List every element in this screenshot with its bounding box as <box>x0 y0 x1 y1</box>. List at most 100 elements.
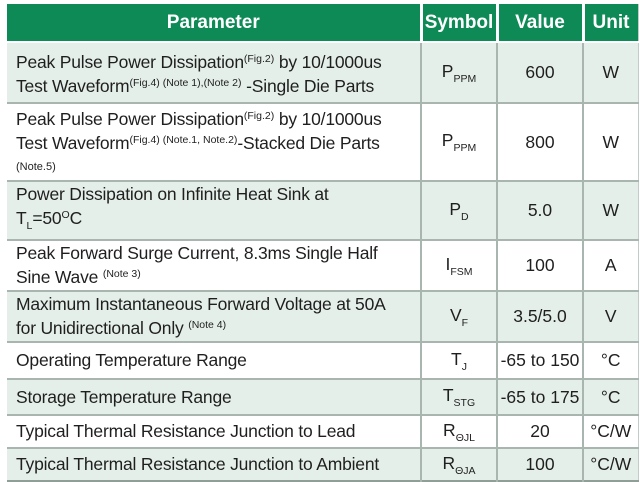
table-row: Maximum Instantaneous Forward Voltage at… <box>7 290 638 342</box>
symbol-cell: PPPM <box>420 42 497 103</box>
superscript-note: (Fig.4) <box>129 134 160 146</box>
header-parameter: Parameter <box>7 4 421 43</box>
value-cell: 100 <box>496 447 583 481</box>
text-run: T <box>451 348 462 369</box>
superscript-note: (Note 1),(Note 2) <box>162 76 242 89</box>
text-run: P <box>441 130 454 150</box>
text-run: -Single Die Parts <box>241 75 375 96</box>
subscript-label: STG <box>453 397 476 409</box>
symbol-cell: TJ <box>420 341 497 379</box>
value-cell: 5.0 <box>496 180 583 240</box>
header-unit: Unit <box>581 4 638 43</box>
text-run: Maximum Instantaneous Forward Voltage at… <box>16 294 386 314</box>
text-run: Peak Pulse Power Dissipation <box>16 109 244 129</box>
maximum-ratings-table: Parameter Symbol Value Unit Peak Pulse P… <box>7 4 639 482</box>
text-run: I <box>445 253 451 274</box>
text-run: Storage Temperature Range <box>16 386 232 407</box>
parameter-cell: Operating Temperature Range <box>7 341 421 379</box>
header-row: Parameter Symbol Value Unit <box>7 4 638 43</box>
superscript-note: (Note 4) <box>188 319 227 331</box>
text-run: Test Waveform <box>16 133 130 153</box>
header-value: Value <box>495 4 583 43</box>
text-run: Power Dissipation on Infinite Heat Sink … <box>16 184 329 204</box>
small-note: (Note.5) <box>16 161 56 173</box>
unit-cell: °C <box>582 378 638 415</box>
text-run: Sine Wave <box>16 267 103 287</box>
text-run: Peak Pulse Power Dissipation <box>16 51 244 72</box>
value-cell: -65 to 175 <box>496 378 583 415</box>
subscript-label: FSM <box>450 265 473 278</box>
text-run: V <box>449 304 462 325</box>
text-run: P <box>449 198 462 219</box>
superscript-note: (Note.1, Note.2) <box>162 134 238 146</box>
value-cell: 100 <box>496 239 583 291</box>
superscript-note: (Fig.2) <box>243 52 275 65</box>
unit-cell: °C <box>582 341 638 379</box>
symbol-cell: TSTG <box>420 378 497 415</box>
text-run: by 10/1000us <box>274 109 382 129</box>
text-run: Test Waveform <box>16 75 130 96</box>
symbol-cell: RΘJA <box>420 447 497 481</box>
subscript-label: L <box>26 220 33 232</box>
parameter-cell: Maximum Instantaneous Forward Voltage at… <box>7 290 421 342</box>
subscript-label: F <box>461 316 469 329</box>
subscript-label: D <box>461 210 469 223</box>
text-run: C <box>69 208 83 228</box>
text-run: by 10/1000us <box>274 51 382 72</box>
parameter-cell: Power Dissipation on Infinite Heat Sink … <box>7 180 421 240</box>
value-cell: 600 <box>496 42 583 103</box>
value-cell: 3.5/5.0 <box>496 290 583 342</box>
unit-cell: A <box>582 239 638 291</box>
value-cell: -65 to 150 <box>496 341 583 379</box>
text-run: Typical Thermal Resistance Junction to A… <box>16 454 380 474</box>
header-symbol: Symbol <box>419 4 497 43</box>
subscript-label: ΘJL <box>455 431 475 444</box>
parameter-cell: Peak Pulse Power Dissipation(Fig.2) by 1… <box>7 42 421 103</box>
symbol-cell: RΘJL <box>420 414 497 448</box>
text-run: Operating Temperature Range <box>16 350 247 370</box>
table-row: Power Dissipation on Infinite Heat Sink … <box>7 180 638 240</box>
table-row: Operating Temperature Range TJ -65 to 15… <box>7 341 638 379</box>
table-row: Peak Forward Surge Current, 8.3ms Single… <box>7 239 638 291</box>
page: Parameter Symbol Value Unit Peak Pulse P… <box>7 4 639 482</box>
superscript-note: O <box>61 209 70 221</box>
text-run: T <box>442 385 454 405</box>
parameter-cell: Storage Temperature Range <box>7 378 421 415</box>
text-run: =50 <box>32 208 62 228</box>
superscript-note: (Note 3) <box>102 268 141 280</box>
text-run: -Stacked Die Parts <box>237 133 380 153</box>
value-cell: 800 <box>496 102 583 181</box>
superscript-note: (Fig.4) <box>129 76 160 89</box>
symbol-cell: VF <box>420 290 497 342</box>
table-row: Peak Pulse Power Dissipation(Fig.2) by 1… <box>7 42 638 103</box>
symbol-cell: PPPM <box>420 102 497 181</box>
text-run: for Unidirectional Only <box>16 318 189 338</box>
unit-cell: °C/W <box>582 414 638 448</box>
subscript-label: J <box>461 360 467 373</box>
parameter-cell: Peak Forward Surge Current, 8.3ms Single… <box>7 239 421 291</box>
parameter-cell: Typical Thermal Resistance Junction to A… <box>7 447 421 481</box>
symbol-cell: PD <box>420 180 497 240</box>
superscript-note: (Fig.2) <box>243 110 275 122</box>
text-run: R <box>442 452 456 473</box>
table-row: Typical Thermal Resistance Junction to L… <box>7 414 638 448</box>
symbol-cell: IFSM <box>420 239 497 291</box>
text-run: Typical Thermal Resistance Junction to L… <box>16 421 356 441</box>
unit-cell: W <box>582 102 638 181</box>
value-cell: 20 <box>496 414 583 448</box>
text-run: T <box>16 208 27 228</box>
table-row: Typical Thermal Resistance Junction to A… <box>7 447 638 481</box>
unit-cell: W <box>582 42 638 103</box>
table-row: Peak Pulse Power Dissipation(Fig.2) by 1… <box>7 102 638 181</box>
parameter-cell: Typical Thermal Resistance Junction to L… <box>7 414 421 448</box>
text-run: R <box>443 419 456 440</box>
text-run: P <box>441 60 454 81</box>
parameter-cell: Peak Pulse Power Dissipation(Fig.2) by 1… <box>7 102 421 181</box>
unit-cell: W <box>582 180 638 240</box>
unit-cell: °C/W <box>582 447 638 481</box>
subscript-label: ΘJA <box>455 464 476 477</box>
unit-cell: V <box>582 290 638 342</box>
table-row: Storage Temperature Range TSTG -65 to 17… <box>7 378 638 415</box>
text-run: Peak Forward Surge Current, 8.3ms Single… <box>16 243 378 263</box>
subscript-label: PPM <box>453 142 477 154</box>
